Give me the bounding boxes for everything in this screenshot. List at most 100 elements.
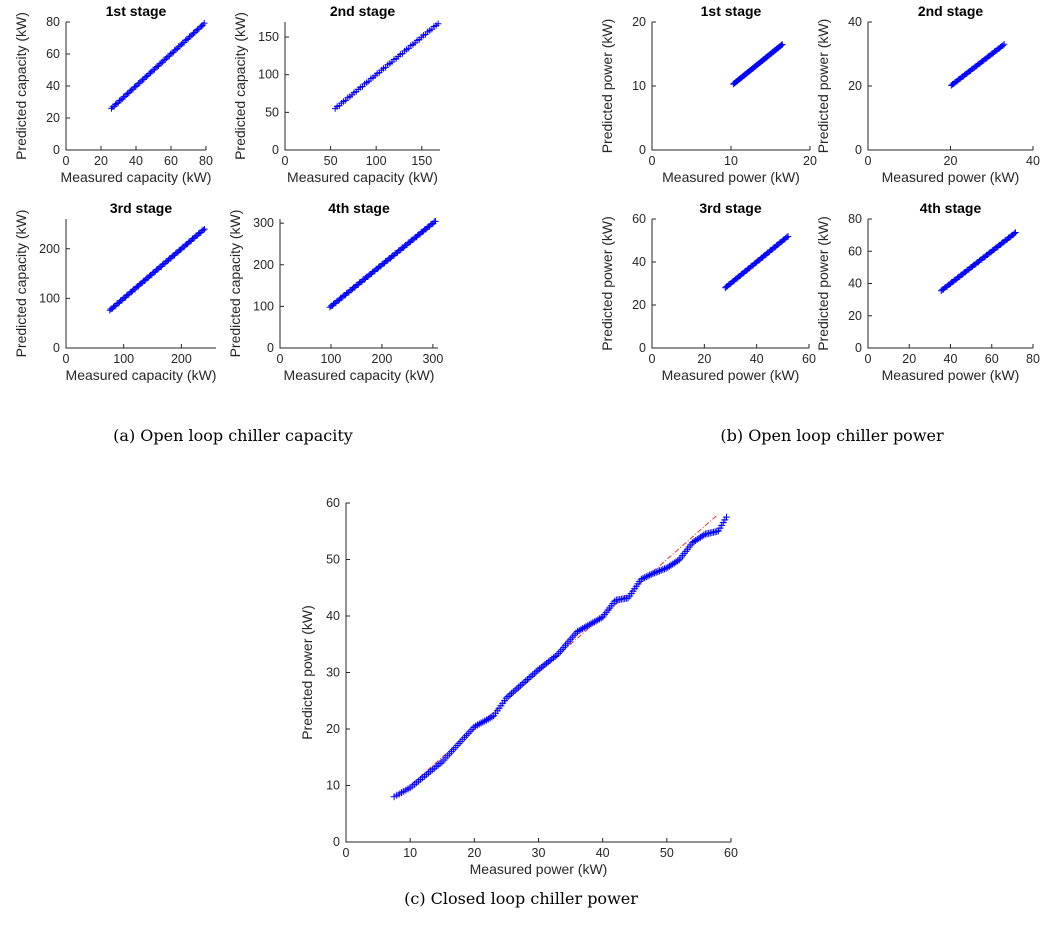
x-tick-label: 60	[985, 352, 999, 366]
x-tick-label: 40	[944, 352, 958, 366]
x-tick-label: 200	[372, 352, 393, 366]
data-point	[518, 680, 526, 688]
data-point	[642, 573, 650, 581]
y-tick-label: 20	[632, 298, 646, 312]
y-tick-label: 40	[632, 255, 646, 269]
chart-title: 1st stage	[701, 3, 762, 19]
data-point	[201, 19, 208, 27]
x-axis-label: Measured capacity (kW)	[61, 169, 212, 185]
x-tick-label: 100	[366, 154, 387, 168]
data-point	[488, 713, 496, 721]
x-axis-label: Measured capacity (kW)	[287, 169, 438, 185]
data-point	[143, 73, 150, 80]
y-tick-label: 0	[855, 341, 862, 355]
data-point	[432, 218, 439, 225]
chart-panel-c: 0 10 20 30 40 50 60 0 10 20 30 40 50 60 Measured power…	[299, 496, 738, 877]
data-point	[656, 567, 664, 575]
x-tick-label: 60	[164, 154, 178, 168]
data-point	[713, 528, 721, 536]
data-point	[659, 566, 667, 574]
y-tick-label: 200	[39, 242, 60, 256]
data-point	[654, 568, 662, 576]
x-tick-label: 10	[403, 846, 417, 860]
x-tick-label: 0	[282, 154, 289, 168]
data-point	[470, 723, 478, 731]
data-point	[472, 722, 480, 730]
y-tick-label: 0	[333, 835, 340, 849]
x-tick-label: 20	[697, 352, 711, 366]
data-point	[522, 677, 530, 685]
chart-title: 1st stage	[106, 3, 167, 19]
y-tick-label: 20	[848, 79, 862, 93]
data-point	[637, 575, 645, 583]
data-point	[644, 572, 652, 580]
y-tick-label: 40	[326, 609, 340, 623]
chart-panel-a4: 0 100 200 300 0 100 200 300 4th stage Measured ca…	[227, 200, 443, 383]
caption-c: (c) Closed loop chiller power	[404, 889, 638, 908]
data-point	[527, 672, 535, 680]
x-axis-label: Measured power (kW)	[882, 169, 1020, 185]
data-point	[516, 682, 524, 690]
y-tick-label: 50	[326, 553, 340, 567]
x-tick-label: 100	[113, 352, 134, 366]
data-point	[198, 22, 205, 30]
data-point	[649, 570, 657, 578]
data-point	[723, 513, 731, 521]
x-tick-label: 20	[467, 846, 481, 860]
x-axis-label: Measured power (kW)	[470, 861, 608, 877]
y-tick-label: 60	[632, 212, 646, 226]
data-point	[504, 693, 512, 701]
chart-panels: 0 20 40 60 80 0 20 40 60 80 1st stage Measured capa…	[13, 3, 1040, 877]
data-point	[475, 720, 483, 728]
x-tick-label: 0	[343, 846, 350, 860]
y-tick-label: 0	[272, 143, 279, 157]
y-axis-label: Predicted capacity (kW)	[227, 210, 243, 358]
data-point	[551, 652, 559, 660]
y-axis-label: Predicted capacity (kW)	[232, 12, 248, 160]
data-point	[117, 96, 125, 104]
data-point	[532, 668, 540, 676]
caption-a: (a) Open loop chiller capacity	[113, 426, 353, 445]
data-point	[647, 570, 655, 578]
data-point	[779, 41, 786, 48]
caption-b: (b) Open loop chiller power	[720, 426, 944, 445]
data-point	[1012, 229, 1019, 236]
data-point	[784, 233, 792, 240]
x-tick-label: 30	[532, 846, 546, 860]
y-tick-label: 20	[326, 722, 340, 736]
data-point	[597, 614, 605, 622]
data-point	[479, 718, 487, 726]
y-tick-label: 60	[326, 496, 340, 510]
data-point	[154, 63, 161, 70]
data-point	[520, 679, 528, 687]
data-point	[484, 715, 492, 723]
data-point	[200, 226, 207, 234]
y-tick-label: 40	[848, 277, 862, 291]
x-axis-label: Measured capacity (kW)	[284, 367, 435, 383]
data-point	[999, 42, 1007, 49]
chart-panel-a3: 0 100 200 0 100 200 3rd stage Measured capacity…	[13, 200, 216, 383]
x-tick-label: 0	[649, 352, 656, 366]
data-point	[473, 721, 481, 729]
x-tick-label: 60	[724, 846, 738, 860]
data-point	[660, 565, 668, 573]
data-point	[513, 685, 521, 693]
data-point	[430, 764, 438, 772]
y-tick-label: 0	[639, 143, 646, 157]
chart-panel-b4: 0 20 40 60 80 0 20 40 60 80 4th stage Measured powe…	[815, 200, 1040, 383]
x-tick-label: 40	[596, 846, 610, 860]
y-tick-label: 20	[848, 309, 862, 323]
x-tick-label: 20	[944, 154, 958, 168]
data-point	[486, 714, 494, 722]
y-tick-label: 20	[46, 111, 60, 125]
x-tick-label: 80	[199, 154, 213, 168]
data-point	[183, 36, 190, 43]
x-tick-label: 0	[649, 154, 656, 168]
y-tick-label: 0	[53, 341, 60, 355]
y-tick-label: 150	[258, 30, 279, 44]
y-axis-label: Predicted capacity (kW)	[13, 12, 29, 160]
data-point	[700, 531, 708, 539]
data-point	[657, 566, 665, 574]
y-tick-label: 0	[855, 143, 862, 157]
x-tick-label: 200	[171, 352, 192, 366]
